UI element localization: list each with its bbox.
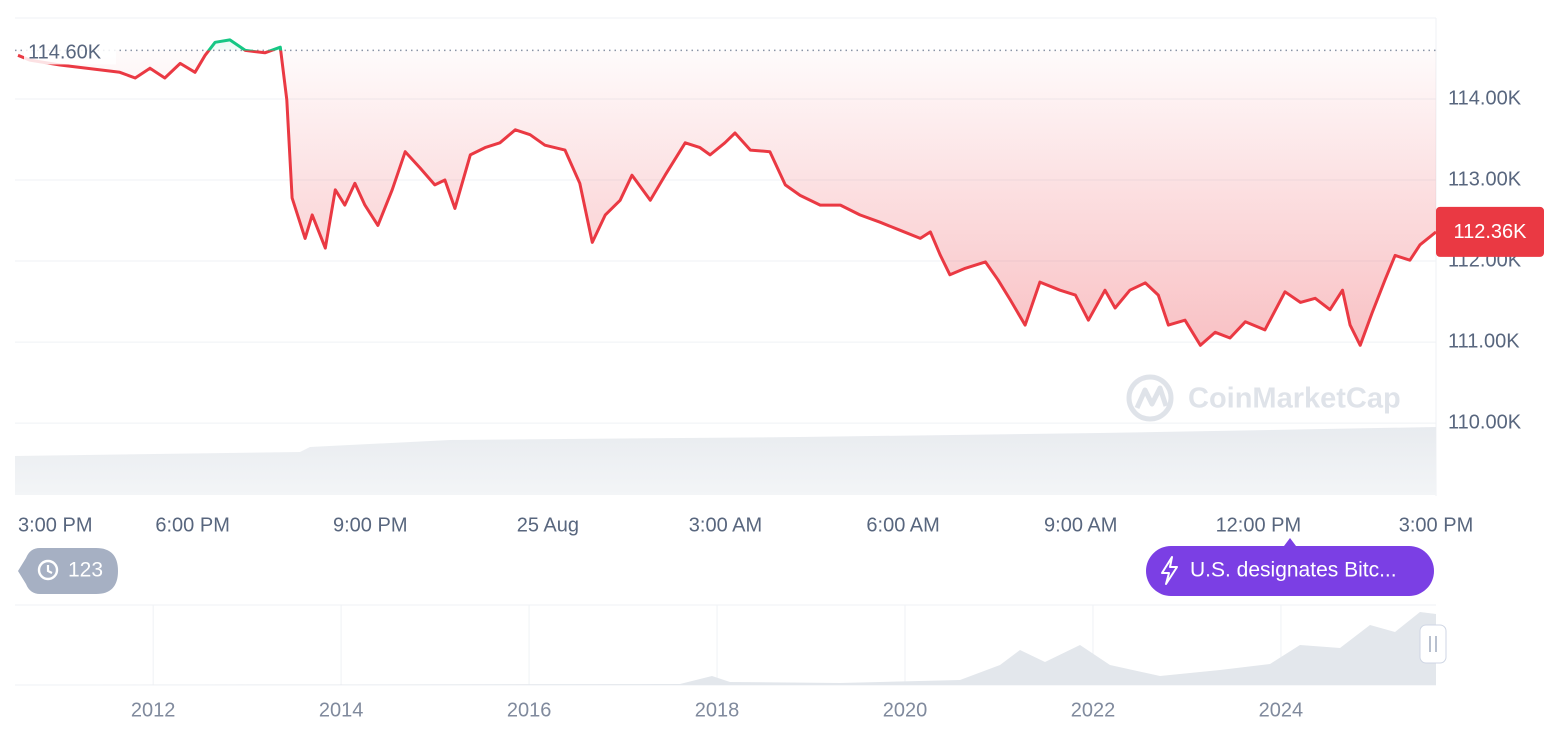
navigator-tick-label: 2012 (131, 699, 176, 721)
reference-label: 114.60K (28, 42, 102, 64)
y-tick-label: 114.00K (1448, 87, 1522, 109)
x-tick-label: 12:00 PM (1216, 514, 1302, 536)
history-icon-hand (46, 565, 53, 574)
history-icon (37, 559, 59, 581)
navigator-tick-label: 2020 (883, 699, 928, 721)
x-tick-label: 25 Aug (517, 514, 579, 536)
news-icon (1161, 556, 1178, 585)
navigator-handle[interactable] (1419, 624, 1447, 664)
watermark-text: CoinMarketCap (1188, 383, 1401, 415)
current-price-tag (1436, 206, 1544, 257)
navigator-tick-label: 2022 (1071, 699, 1116, 721)
navigator-tick-label: 2018 (695, 699, 740, 721)
reference-label-bg (24, 38, 116, 65)
navigator-tick-label: 2016 (507, 699, 552, 721)
history-count: 123 (68, 559, 103, 582)
news-pointer (1284, 538, 1296, 546)
navigator-handle-grip (1429, 636, 1437, 652)
y-tick-label: 113.00K (1448, 168, 1522, 190)
x-tick-label: 9:00 PM (333, 514, 407, 536)
x-tick-label: 6:00 AM (866, 514, 939, 536)
x-tick-label: 3:00 AM (689, 514, 762, 536)
y-tick-label: 111.00K (1448, 330, 1520, 352)
x-tick-label: 3:00 PM (18, 514, 92, 536)
navigator (152, 605, 1282, 685)
y-tick-label: 110.00K (1448, 411, 1522, 433)
x-tick-label: 3:00 PM (1399, 514, 1473, 536)
price-line (17, 38, 1437, 347)
current-price-label: 112.36K (1453, 221, 1527, 243)
history-badge[interactable]: 123 (18, 548, 118, 594)
news-pill-bg[interactable] (1146, 546, 1434, 596)
navigator-area (15, 612, 1436, 685)
watermark-logo-mark (1134, 385, 1169, 410)
volume-backdrop (15, 427, 1436, 495)
news-text[interactable]: U.S. designates Bitc... (1190, 559, 1397, 582)
navigator-tick-label: 2024 (1259, 699, 1304, 721)
history-badge-bg[interactable] (18, 548, 118, 594)
x-tick-label: 6:00 PM (155, 514, 229, 536)
news-pill[interactable]: U.S. designates Bitc... (1146, 538, 1434, 596)
price-area (18, 39, 1436, 346)
navigator-tick-label: 2014 (319, 699, 364, 721)
watermark-logo (1126, 374, 1174, 422)
watermark: CoinMarketCap (1126, 374, 1401, 422)
plot: 110.00K111.00K112.00K113.00K114.00K114.6… (15, 38, 1544, 433)
x-tick-label: 9:00 AM (1044, 514, 1117, 536)
